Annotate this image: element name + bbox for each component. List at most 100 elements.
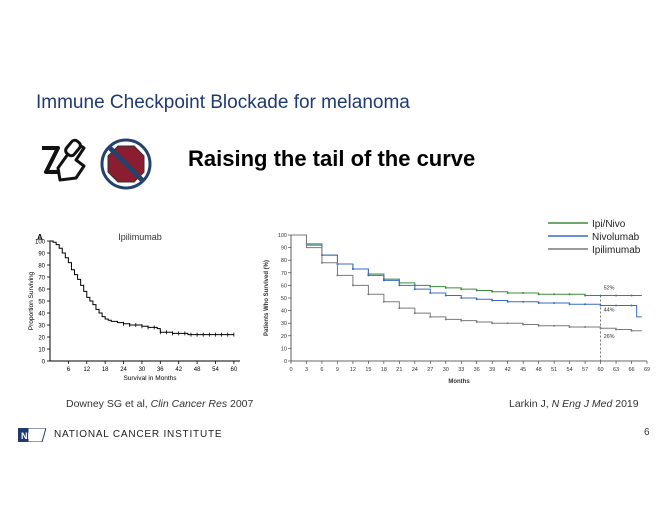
censor-mark-nivolumab — [429, 291, 432, 294]
y-tick-label: 30 — [38, 324, 45, 330]
censor-mark-ipi-nivo — [506, 291, 509, 294]
censor-mark-ipi-nivo — [491, 290, 494, 293]
censor-mark-nivolumab — [537, 302, 540, 305]
icon-group — [38, 138, 158, 190]
y-tick-label: 10 — [38, 348, 45, 354]
ipilimumab-km-chart: A Ipilimumab 0 10 20 30 40 50 60 70 80 90 100 6 12 18 24… — [28, 232, 240, 382]
legend-label-ipi-nivo: Ipi/Nivo — [592, 219, 626, 230]
y-tick-label: 70 — [38, 276, 45, 282]
x-tick-label: 63 — [613, 367, 619, 373]
y-tick-label: 0 — [284, 359, 287, 365]
x-tick-label: 60 — [231, 367, 238, 373]
censor-mark-nivolumab — [584, 303, 587, 306]
censor-mark-ipi-nivo — [429, 285, 432, 288]
y-tick-label: 20 — [281, 334, 287, 340]
x-tick-label: 18 — [381, 367, 387, 373]
stop-sign-icon — [100, 138, 152, 190]
panel-label: A — [37, 233, 43, 242]
series-line-nivolumab — [291, 234, 642, 318]
censor-mark-nivolumab — [351, 268, 354, 271]
end-label-ipilimumab: 26% — [604, 334, 615, 340]
x-tick-label: 42 — [505, 367, 511, 373]
censor-mark-nivolumab — [599, 304, 602, 307]
x-axis-label: Months — [448, 379, 470, 385]
pill-hand-icon — [42, 138, 86, 182]
censor-mark-ipilimumab — [336, 274, 339, 277]
y-tick-label: 60 — [38, 288, 45, 294]
y-tick-label: 80 — [38, 264, 45, 270]
y-tick-label: 80 — [281, 258, 287, 264]
legend-label-nivolumab: Nivolumab — [592, 232, 640, 243]
x-tick-label: 42 — [175, 367, 182, 373]
censor-mark-nivolumab — [568, 303, 571, 306]
x-tick-label: 6 — [320, 367, 323, 373]
x-tick-label: 30 — [443, 367, 449, 373]
censor-mark-ipi-nivo — [444, 286, 447, 289]
x-tick-label: 48 — [536, 367, 542, 373]
censor-mark-ipilimumab — [475, 320, 478, 323]
y-tick-label: 50 — [38, 300, 45, 306]
censor-mark-nivolumab — [413, 288, 416, 291]
censor-mark-nivolumab — [491, 299, 494, 302]
censor-mark-ipilimumab — [506, 322, 509, 325]
censor-mark-ipilimumab — [584, 325, 587, 328]
censor-mark-ipi-nivo — [568, 293, 571, 296]
x-tick-label: 66 — [628, 367, 634, 373]
y-tick-label: 60 — [281, 283, 287, 289]
censor-mark-nivolumab — [460, 297, 463, 299]
x-tick-label: 36 — [157, 367, 164, 373]
censor-mark-ipi-nivo — [522, 291, 525, 294]
censor-mark-nivolumab — [475, 298, 478, 301]
censor-mark-ipilimumab — [460, 319, 463, 322]
series-line-ipilimumab — [291, 234, 642, 332]
x-tick-label: 0 — [289, 367, 292, 373]
censor-mark-ipilimumab — [351, 284, 354, 287]
censor-mark-nivolumab — [630, 304, 633, 307]
censor-mark-ipilimumab — [382, 300, 385, 303]
censor-mark-ipilimumab — [367, 293, 370, 296]
censor-mark-ipilimumab — [553, 324, 556, 327]
y-tick-label: 20 — [38, 336, 45, 342]
censor-mark-nivolumab — [367, 274, 370, 277]
x-tick-label: 39 — [489, 367, 495, 373]
censor-mark-ipi-nivo — [630, 294, 633, 297]
x-tick-label: 6 — [67, 367, 71, 373]
x-tick-label: 9 — [336, 367, 339, 373]
legend-label-ipilimumab: Ipilimumab — [592, 245, 641, 256]
footer-text: NATIONAL CANCER INSTITUTE — [54, 429, 223, 440]
slide-title: Immune Checkpoint Blockade for melanoma — [36, 92, 410, 113]
end-label-nivolumab: 44% — [604, 308, 615, 314]
censor-mark-ipilimumab — [615, 328, 618, 331]
y-tick-label: 50 — [281, 296, 287, 302]
y-tick-label: 40 — [281, 309, 287, 315]
x-tick-label: 36 — [474, 367, 480, 373]
censor-mark-nivolumab — [398, 284, 401, 287]
series-line-ipi-nivo — [291, 234, 642, 296]
censor-mark-nivolumab — [506, 300, 509, 303]
x-axis-label: Survival in Months — [123, 375, 177, 382]
y-tick-label: 10 — [281, 346, 287, 352]
x-tick-label: 30 — [139, 367, 146, 373]
censor-mark-nivolumab — [522, 300, 525, 303]
x-tick-label: 27 — [427, 367, 433, 373]
x-tick-label: 12 — [83, 367, 90, 373]
censor-mark-ipilimumab — [444, 318, 447, 321]
censor-mark-ipilimumab — [630, 329, 633, 332]
censor-mark-ipi-nivo — [584, 294, 587, 297]
censor-mark-ipilimumab — [429, 315, 432, 318]
censor-mark-ipi-nivo — [537, 293, 540, 296]
censor-mark-ipilimumab — [398, 307, 401, 310]
y-tick-label: 100 — [278, 233, 287, 239]
y-tick-label: 40 — [38, 312, 45, 318]
x-tick-label: 24 — [120, 367, 127, 373]
page-number: 6 — [644, 427, 650, 438]
x-tick-label: 15 — [365, 367, 371, 373]
censor-mark-ipilimumab — [537, 324, 540, 327]
x-tick-label: 24 — [412, 367, 418, 373]
y-axis-label: Proportion Surviving — [28, 271, 35, 330]
y-tick-label: 30 — [281, 321, 287, 327]
censor-mark-nivolumab — [553, 302, 556, 305]
x-tick-label: 3 — [305, 367, 308, 373]
censor-mark-nivolumab — [382, 279, 385, 282]
